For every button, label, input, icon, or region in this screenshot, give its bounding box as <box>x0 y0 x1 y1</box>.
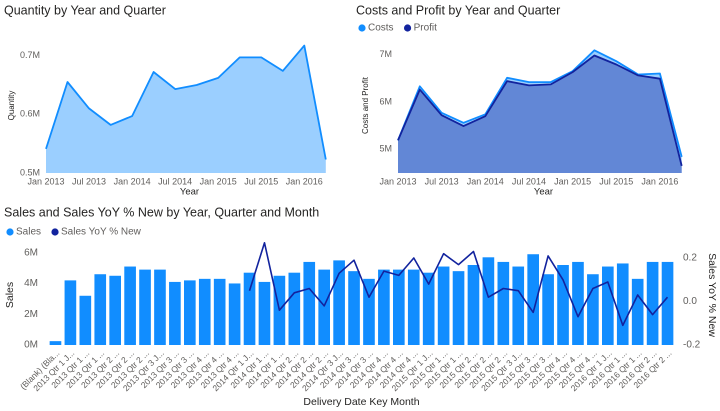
x-tick-label: Jul 2013 <box>425 176 459 186</box>
chart-title: Costs and Profit by Year and Quarter <box>356 3 560 17</box>
y2-tick-label: 0.2 <box>683 253 697 264</box>
bar <box>333 260 345 345</box>
bar <box>572 261 584 345</box>
y-tick-label: 6M <box>379 96 392 106</box>
bar <box>318 269 331 345</box>
line <box>45 44 327 160</box>
y-tick-label: 0.7M <box>20 50 40 60</box>
legend-label: Sales <box>16 227 41 238</box>
bar <box>601 266 614 345</box>
legend-label: Costs <box>368 23 394 34</box>
bar <box>243 272 256 345</box>
bar <box>64 280 77 345</box>
x-tick-label: Jan 2015 <box>200 176 237 186</box>
x-axis-title: Year <box>534 187 553 198</box>
bar <box>557 265 569 345</box>
y-axis-title: Costs and Profit <box>361 76 370 134</box>
bar <box>482 257 495 345</box>
x-tick-label: Jan 2013 <box>27 176 64 186</box>
bar <box>213 278 226 345</box>
y-axis-title: Sales <box>4 282 16 308</box>
x-tick-label: Jan 2016 <box>286 176 323 186</box>
y-tick-label: 5M <box>379 144 392 154</box>
x-tick-label: Jul 2014 <box>512 176 546 186</box>
x-tick-label: Jul 2014 <box>158 176 192 186</box>
chart-title: Quantity by Year and Quarter <box>4 3 166 17</box>
bar <box>258 281 271 345</box>
chart-title: Sales and Sales YoY % New by Year, Quart… <box>4 205 319 219</box>
bar <box>378 269 390 345</box>
y2-tick-label: -0.2 <box>683 340 701 351</box>
bar <box>661 261 674 345</box>
bar <box>616 263 629 345</box>
bar <box>228 283 241 345</box>
bar <box>49 341 62 345</box>
x-tick-label: Jan 2015 <box>554 176 591 186</box>
area-fill <box>398 55 682 173</box>
bar <box>407 269 420 345</box>
x-tick-label: Jan 2014 <box>114 176 151 186</box>
bar <box>392 269 405 345</box>
bar <box>348 271 360 345</box>
x-tick-label: Jul 2015 <box>599 176 633 186</box>
legend-swatch <box>403 24 412 32</box>
legend-label: Sales YoY % New <box>61 227 142 238</box>
legend-swatch <box>6 228 14 236</box>
bar <box>646 261 659 345</box>
bar <box>139 269 151 345</box>
y-tick-label: 4M <box>24 278 38 289</box>
legend-label: Profit <box>414 23 438 34</box>
legend-swatch <box>358 24 366 32</box>
bar <box>422 272 435 345</box>
bar <box>512 266 525 345</box>
y2-axis-title: Sales YoY % New <box>706 253 718 337</box>
bar <box>94 274 107 345</box>
bar <box>363 278 375 345</box>
x-tick-label: Jul 2013 <box>72 176 106 186</box>
y2-tick-label: 0.0 <box>683 296 697 307</box>
x-axis-title: Year <box>180 187 199 198</box>
bar <box>437 266 450 345</box>
y-tick-label: 7M <box>379 49 392 59</box>
y-tick-label: 0.6M <box>20 109 40 119</box>
x-tick-label: Jan 2014 <box>467 176 504 186</box>
y-tick-label: 6M <box>24 247 38 258</box>
area-fill <box>46 45 326 173</box>
x-axis-title: Delivery Date Key Month <box>303 396 419 408</box>
y-axis-title: Quantity <box>7 91 16 121</box>
line <box>248 242 669 327</box>
bar <box>288 272 301 345</box>
line <box>397 54 683 167</box>
x-tick-label: Jan 2016 <box>641 176 678 186</box>
y-tick-label: 0M <box>24 340 38 351</box>
bar <box>198 278 211 345</box>
bar <box>452 271 465 345</box>
bar <box>497 261 510 345</box>
x-tick-label: Jan 2013 <box>379 176 416 186</box>
bar <box>124 266 136 345</box>
bar <box>154 269 166 345</box>
legend-swatch <box>51 228 59 236</box>
y-tick-label: 0.5M <box>20 167 40 177</box>
bar <box>79 295 92 345</box>
y-tick-label: 2M <box>24 309 38 320</box>
bar <box>303 261 316 345</box>
bar <box>587 274 599 345</box>
x-tick-label: Jul 2015 <box>244 176 278 186</box>
bar <box>542 274 554 345</box>
bar <box>183 280 196 345</box>
area-fill <box>398 50 682 173</box>
line <box>397 49 683 158</box>
bar <box>631 278 644 345</box>
bar <box>109 275 122 345</box>
bar <box>527 254 540 345</box>
bar <box>467 265 480 345</box>
bar <box>169 281 181 345</box>
